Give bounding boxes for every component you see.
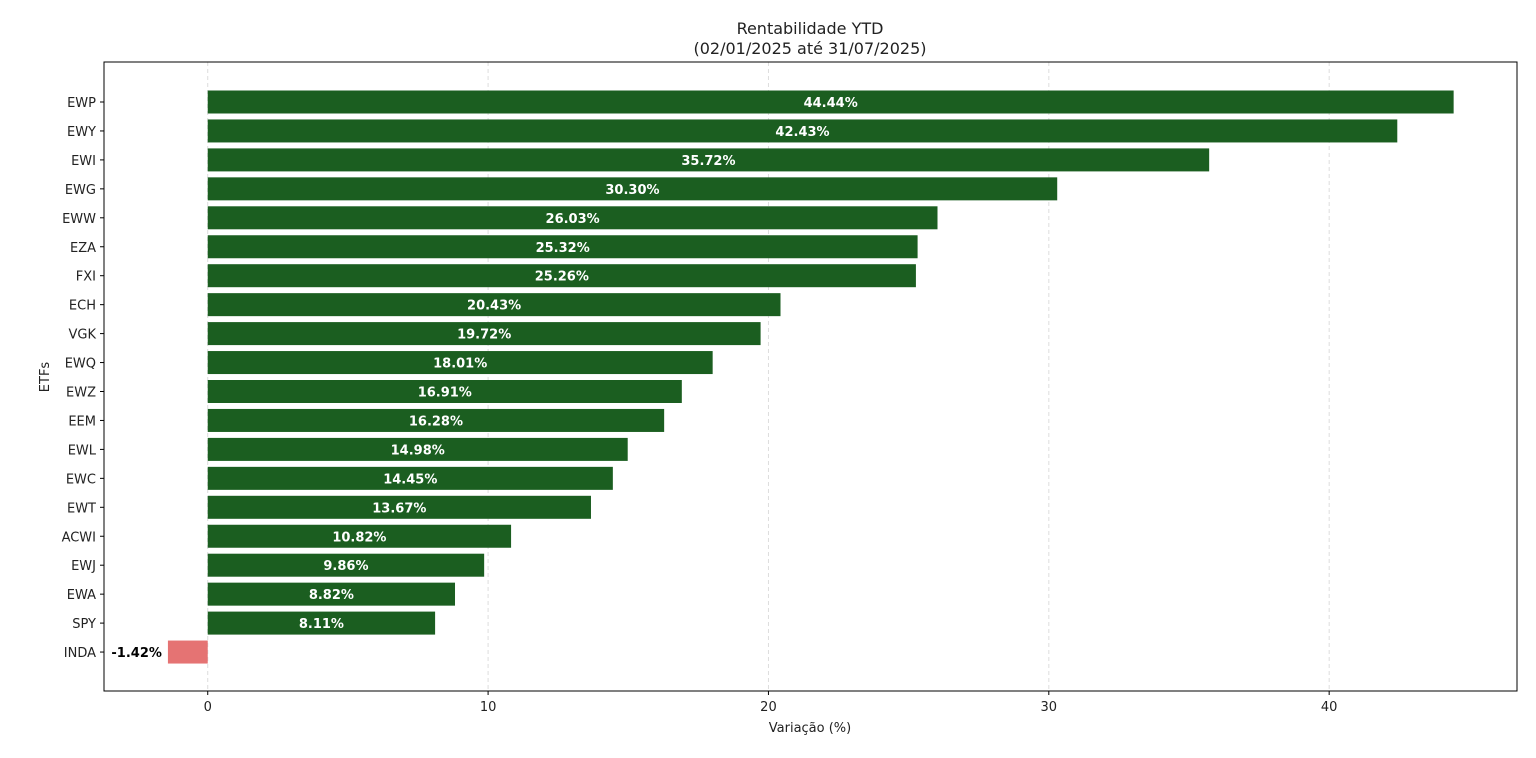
bar-ewt <box>207 495 591 519</box>
data-labels: 44.44% 42.43% 35.72% 30.30% 26.03% 25.32% 25.2… <box>111 96 857 661</box>
bar-ewq <box>207 351 713 375</box>
x-tick-label: 30 <box>1041 700 1058 715</box>
x-axis-ticks: 0 10 20 30 40 <box>204 691 1338 715</box>
y-tick-label: EWQ <box>65 357 96 372</box>
bar-ewy <box>207 119 1398 143</box>
data-label: -1.42% <box>111 646 162 661</box>
data-label: 13.67% <box>372 501 426 516</box>
y-tick-label: EWA <box>67 588 96 603</box>
bar-ewj <box>207 553 485 577</box>
bar-ewc <box>207 466 613 490</box>
chart-subtitle: (02/01/2025 até 31/07/2025) <box>693 39 926 58</box>
x-tick-label: 40 <box>1321 700 1338 715</box>
bars <box>167 90 1454 664</box>
y-tick-label: EWC <box>66 472 96 487</box>
y-tick-label: EWL <box>68 443 97 458</box>
y-tick-label: EWW <box>62 212 96 227</box>
y-tick-label: EWG <box>65 183 96 198</box>
y-tick-label: EWJ <box>71 559 96 574</box>
y-tick-label: EWP <box>67 96 96 111</box>
bar-ewg <box>207 177 1058 201</box>
x-tick-label: 0 <box>204 700 212 715</box>
bar-eww <box>207 206 938 230</box>
y-tick-label: FXI <box>76 270 96 285</box>
data-label: 25.32% <box>536 241 590 256</box>
y-tick-label: VGK <box>69 328 97 343</box>
data-label: 8.82% <box>309 588 354 603</box>
bar-eza <box>207 235 918 259</box>
data-label: 30.30% <box>605 183 659 198</box>
data-label: 8.11% <box>299 617 344 632</box>
y-axis-ticks: EWP EWY EWI EWG EWW EZA FXI ECH VGK EWQ EWZ EEM EWL E… <box>62 96 104 661</box>
x-axis-label: Variação (%) <box>769 721 851 736</box>
data-label: 19.72% <box>457 328 511 343</box>
data-label: 9.86% <box>323 559 368 574</box>
x-tick-label: 20 <box>760 700 777 715</box>
y-tick-label: EWT <box>67 501 96 516</box>
y-tick-label: SPY <box>72 617 96 632</box>
data-label: 26.03% <box>546 212 600 227</box>
data-label: 10.82% <box>332 530 386 545</box>
y-tick-label: EWI <box>71 154 96 169</box>
data-label: 16.91% <box>418 386 472 401</box>
y-tick-label: EEM <box>68 414 96 429</box>
bar-ewl <box>207 437 628 461</box>
y-tick-label: ACWI <box>62 530 96 545</box>
y-tick-label: EWZ <box>66 386 96 401</box>
bar-spy <box>207 611 436 635</box>
y-axis-label: ETFs <box>38 362 53 393</box>
bar-ewz <box>207 380 682 403</box>
y-tick-label: EWY <box>67 125 96 140</box>
chart-title: Rentabilidade YTD <box>737 19 884 38</box>
data-label: 44.44% <box>804 96 858 111</box>
data-label: 14.98% <box>391 443 445 458</box>
data-label: 14.45% <box>383 472 437 487</box>
bar-acwi <box>207 524 512 548</box>
data-label: 35.72% <box>681 154 735 169</box>
bar-ewp <box>207 90 1454 114</box>
bar-fxi <box>207 264 916 288</box>
y-tick-label: ECH <box>69 299 96 314</box>
bar-ewa <box>207 582 456 606</box>
data-label: 18.01% <box>433 357 487 372</box>
bar-vgk <box>207 322 761 346</box>
bar-eem <box>207 408 665 432</box>
data-label: 25.26% <box>535 270 589 285</box>
bar-inda <box>167 640 208 664</box>
y-tick-label: INDA <box>64 646 96 661</box>
data-label: 16.28% <box>409 414 463 429</box>
bar-ewi <box>207 148 1210 172</box>
bar-ech <box>207 293 781 317</box>
data-label: 42.43% <box>775 125 829 140</box>
data-label: 20.43% <box>467 299 521 314</box>
y-tick-label: EZA <box>70 241 96 256</box>
x-tick-label: 10 <box>480 700 497 715</box>
plot-frame <box>103 61 1518 692</box>
